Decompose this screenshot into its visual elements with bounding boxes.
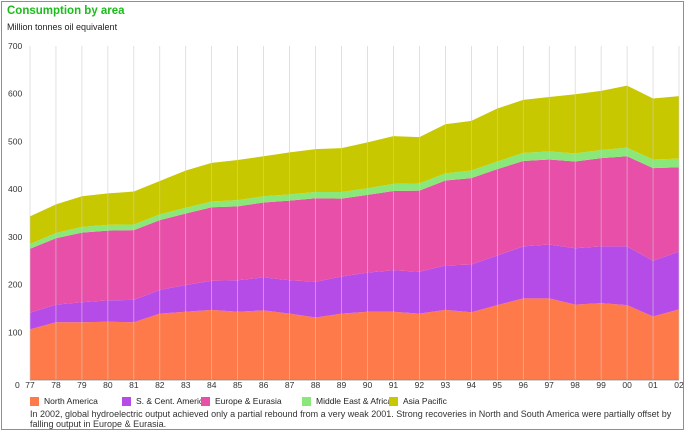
legend-label: Middle East & Africa [316,396,393,406]
y-tick-label: 100 [8,327,22,337]
x-tick-label: 80 [103,380,113,390]
x-tick-label: 02 [674,380,684,390]
x-tick-label: 83 [181,380,191,390]
x-tick-label: 95 [493,380,503,390]
legend-item-asia-pacific: Asia Pacific [389,395,447,407]
y-tick-label: 700 [8,41,22,51]
legend-label: S. & Cent. America [136,396,208,406]
x-tick-label: 91 [389,380,399,390]
legend-swatch [30,396,39,406]
legend-item-europe-eurasia: Europe & Eurasia [201,395,282,407]
y-tick-label: 500 [8,136,22,146]
y-tick-label: 200 [8,280,22,290]
x-tick-label: 88 [311,380,321,390]
y-tick-label: 600 [8,89,22,99]
x-tick-label: 78 [51,380,61,390]
x-tick-label: 79 [77,380,87,390]
area-chart: 100 200 300 400 500 600 700 0 77 78 79 80 81 82 83 84 85… [8,41,684,390]
x-tick-label: 89 [337,380,347,390]
area-series-s-cent-america [30,244,679,330]
x-tick-label: 77 [25,380,35,390]
y-tick-label: 300 [8,232,22,242]
x-tick-label: 98 [570,380,580,390]
x-tick-label: 82 [155,380,165,390]
area-series-europe-eurasia [30,156,679,313]
x-tick-label: 90 [363,380,373,390]
legend-swatch [201,396,210,406]
x-tick-label: 85 [233,380,243,390]
legend-swatch [389,396,398,406]
legend-swatch [122,396,131,406]
x-tick-label: 00 [622,380,632,390]
legend-label: North America [44,396,98,406]
x-tick-label: 96 [519,380,529,390]
x-tick-label: 92 [415,380,425,390]
y-tick-label: 400 [8,184,22,194]
legend-item-middle-east-africa: Middle East & Africa [302,395,392,407]
x-tick-label: 87 [285,380,295,390]
x-tick-label: 99 [596,380,606,390]
chart-title: Consumption by area [7,5,125,17]
legend-label: Europe & Eurasia [215,396,282,406]
chart-subtitle: Million tonnes oil equivalent [7,22,118,32]
area-series-north-america [30,298,679,380]
area-series-asia-pacific [30,85,679,245]
x-tick-label: 81 [129,380,139,390]
x-tick-label: 84 [207,380,217,390]
x-tick-label: 86 [259,380,269,390]
chart-note: In 2002, global hydroelectric output ach… [30,409,672,429]
legend-label: Asia Pacific [403,396,447,406]
legend-item-s-cent-america: S. & Cent. America [122,395,208,407]
x-tick-label: 94 [467,380,477,390]
x-tick-label: 97 [544,380,554,390]
x-tick-label: 93 [441,380,451,390]
x-tick-label: 01 [648,380,658,390]
legend-item-north-america: North America [30,395,98,407]
y-tick-label: 0 [15,380,20,390]
legend-swatch [302,396,311,406]
